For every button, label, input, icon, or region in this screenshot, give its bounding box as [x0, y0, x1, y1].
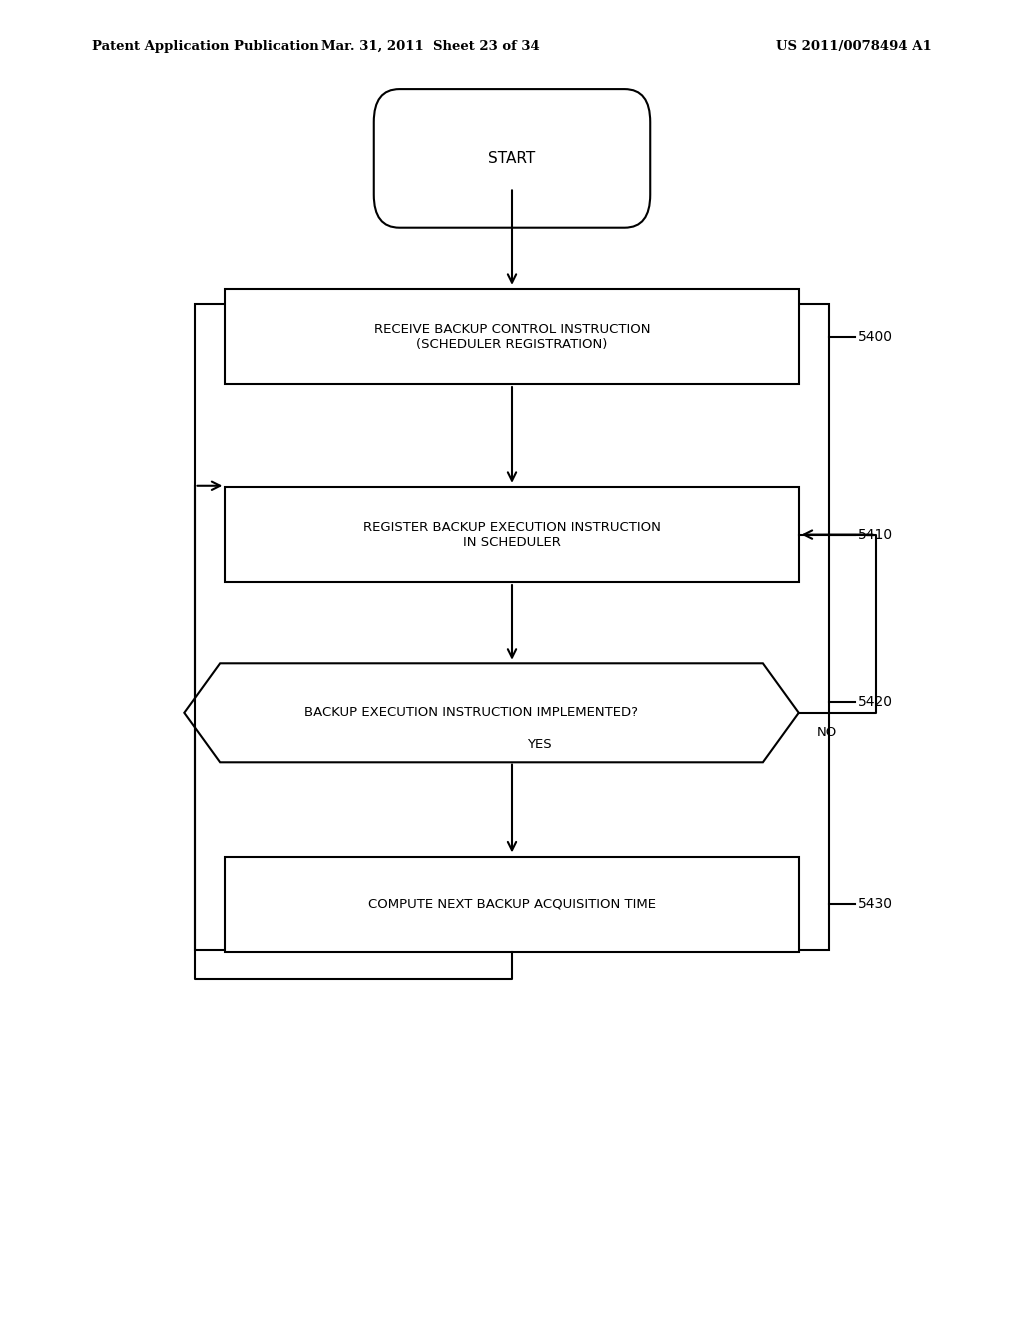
Text: RECEIVE BACKUP CONTROL INSTRUCTION
(SCHEDULER REGISTRATION): RECEIVE BACKUP CONTROL INSTRUCTION (SCHE…: [374, 322, 650, 351]
Text: BACKUP EXECUTION INSTRUCTION IMPLEMENTED?: BACKUP EXECUTION INSTRUCTION IMPLEMENTED…: [304, 706, 638, 719]
Text: START: START: [488, 150, 536, 166]
Text: COMPUTE NEXT BACKUP ACQUISITION TIME: COMPUTE NEXT BACKUP ACQUISITION TIME: [368, 898, 656, 911]
Text: 5430: 5430: [858, 898, 893, 911]
FancyBboxPatch shape: [374, 88, 650, 227]
Text: Mar. 31, 2011  Sheet 23 of 34: Mar. 31, 2011 Sheet 23 of 34: [321, 40, 540, 53]
FancyBboxPatch shape: [225, 857, 799, 952]
FancyBboxPatch shape: [225, 289, 799, 384]
Polygon shape: [184, 663, 799, 762]
Text: Patent Application Publication: Patent Application Publication: [92, 40, 318, 53]
FancyBboxPatch shape: [225, 487, 799, 582]
Text: 5400: 5400: [858, 330, 893, 343]
Text: REGISTER BACKUP EXECUTION INSTRUCTION
IN SCHEDULER: REGISTER BACKUP EXECUTION INSTRUCTION IN…: [364, 520, 660, 549]
Text: US 2011/0078494 A1: US 2011/0078494 A1: [776, 40, 932, 53]
Text: YES: YES: [527, 738, 552, 751]
Text: 5410: 5410: [858, 528, 893, 541]
Text: 5420: 5420: [858, 696, 893, 709]
Text: FIG. 26: FIG. 26: [444, 95, 580, 129]
Bar: [195, 304, 829, 950]
Text: NO: NO: [817, 726, 838, 739]
